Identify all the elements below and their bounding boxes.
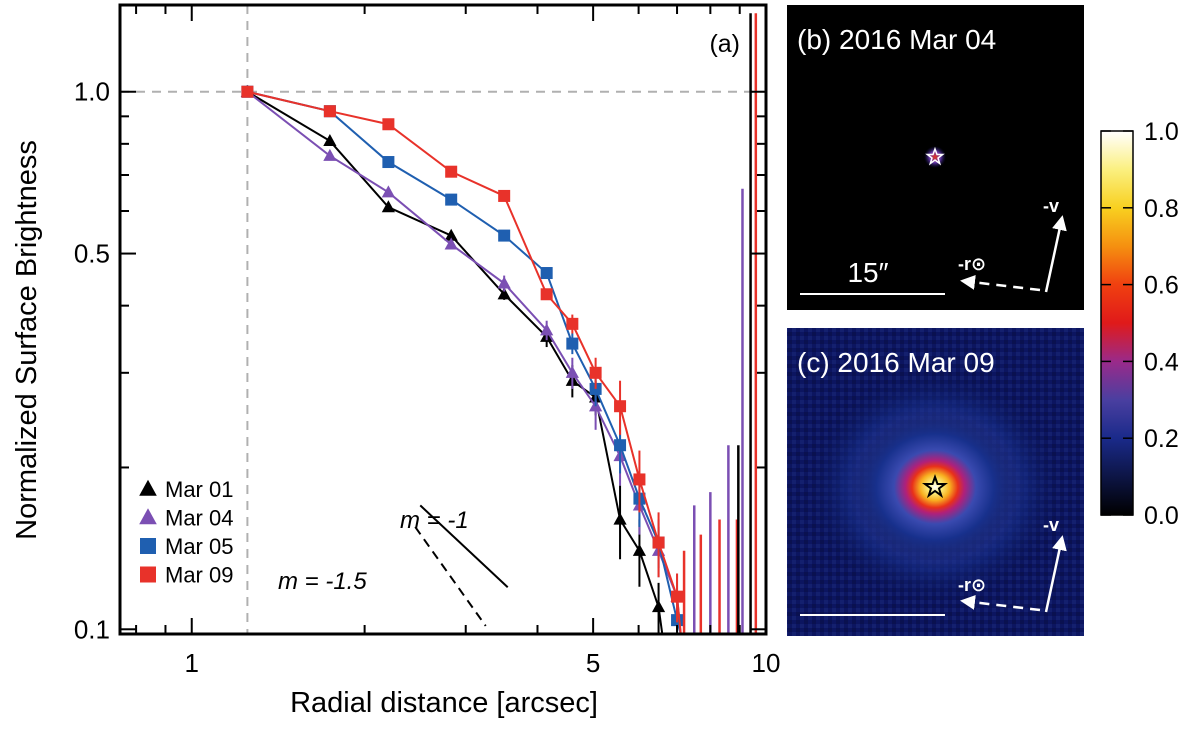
data-point — [140, 538, 156, 554]
data-point — [614, 439, 627, 452]
data-point — [498, 229, 511, 242]
data-point — [323, 105, 336, 118]
legend-label: Mar 05 — [165, 534, 233, 559]
legend: Mar 01 Mar 04 Mar 05 Mar 09 — [139, 477, 233, 588]
slope-guides — [414, 504, 509, 627]
data-point — [540, 323, 554, 336]
series-line — [246, 90, 678, 598]
data-point — [382, 156, 395, 169]
data-point — [444, 237, 458, 250]
legend-label: Mar 01 — [165, 477, 233, 502]
data-point — [140, 566, 156, 583]
slope-label-m1: m = -1 — [400, 507, 469, 534]
y-tick-label: 0.1 — [74, 614, 110, 644]
legend-item: Mar 01 — [139, 477, 233, 502]
data-point — [613, 512, 627, 525]
panel-a-label: (a) — [709, 30, 740, 58]
colorbar: 0.0 0.2 0.4 0.6 0.8 1.0 — [1100, 118, 1179, 530]
data-point — [241, 85, 254, 98]
data-point — [651, 600, 666, 613]
data-point — [381, 200, 395, 213]
data-point — [445, 193, 458, 206]
legend-label: Mar 04 — [165, 506, 233, 531]
colorbar-ticks: 0.0 0.2 0.4 0.6 0.8 1.0 — [1101, 118, 1179, 530]
legend-item: Mar 09 — [140, 563, 233, 588]
panel-c-title: (c) 2016 Mar 09 — [797, 347, 995, 378]
series-mar-05 — [241, 85, 684, 635]
data-point — [498, 189, 511, 202]
data-point — [565, 365, 579, 378]
panel-c-star-marker — [922, 474, 948, 499]
data-point — [589, 366, 602, 379]
data-point — [540, 267, 553, 280]
axis-tick-labels: 1 5 10 0.1 0.5 1.0 — [74, 77, 781, 678]
data-point — [139, 508, 157, 525]
reference-lines — [120, 5, 766, 634]
data-point — [633, 473, 646, 486]
data-point — [139, 479, 157, 496]
panel-b-star-marker — [925, 146, 945, 166]
x-axis-label: Radial distance [arcsec] — [290, 687, 598, 719]
data-point — [566, 337, 579, 350]
series-line — [247, 90, 678, 597]
colorbar-tick-label: 0.6 — [1144, 272, 1179, 300]
panel-c-coma — [853, 413, 1017, 561]
colorbar-tick-label: 0.0 — [1144, 502, 1179, 530]
data-point — [323, 148, 337, 161]
panel-b-scale-label: 15″ — [847, 257, 888, 288]
data-point — [381, 185, 395, 198]
panel-b-source-glow — [924, 146, 946, 168]
panel-b: (b) 2016 Mar 04 15″ -v -r⊙ — [787, 5, 1084, 310]
panel-c: (c) 2016 Mar 09 -v -r⊙ — [787, 328, 1084, 636]
data-point — [323, 134, 337, 147]
y-tick-label: 0.5 — [74, 239, 110, 269]
data-point — [444, 228, 458, 241]
panel-b-title: (b) 2016 Mar 04 — [797, 24, 996, 55]
y-tick-label: 1.0 — [74, 77, 110, 107]
panel-b-v-arrow — [1044, 215, 1067, 293]
panel-c-sun-label: -r⊙ — [958, 575, 986, 595]
data-point — [497, 276, 511, 289]
data-point — [540, 288, 553, 301]
colorbar-tick-label: 0.2 — [1144, 425, 1179, 453]
panel-b-sun-label: -r⊙ — [958, 254, 986, 274]
slope-line-m15 — [414, 526, 487, 627]
series-line — [247, 90, 679, 621]
data-point — [566, 317, 579, 330]
data-point — [632, 543, 647, 556]
panel-c-sun-arrow — [960, 594, 1041, 612]
slope-label-m15: m = -1.5 — [278, 568, 367, 595]
series-layer — [240, 13, 758, 635]
data-point — [614, 400, 627, 413]
data-point — [382, 118, 395, 131]
data-point — [652, 536, 665, 549]
colorbar-gradient — [1100, 130, 1134, 516]
panel-c-v-label: -v — [1043, 515, 1059, 535]
series-mar-09 — [241, 85, 684, 635]
panel-b-v-label: -v — [1043, 196, 1059, 216]
plot-frame — [118, 3, 768, 636]
legend-item: Mar 05 — [140, 534, 233, 559]
panel-b-sun-arrow — [960, 274, 1041, 292]
slope-line-m1 — [419, 504, 509, 588]
panel-c-v-arrow — [1044, 535, 1067, 613]
data-point — [445, 165, 458, 178]
series-mar-04 — [240, 84, 684, 635]
x-tick-label: 1 — [185, 648, 199, 678]
colorbar-tick-label: 0.4 — [1144, 348, 1179, 376]
y-axis-label: Normalized Surface Brightness — [11, 140, 43, 540]
colorbar-tick-label: 1.0 — [1144, 118, 1179, 146]
upper-limit-bars — [682, 13, 758, 634]
x-tick-label: 10 — [752, 648, 781, 678]
x-tick-label: 5 — [586, 648, 600, 678]
legend-label: Mar 09 — [165, 563, 233, 588]
data-point — [671, 590, 684, 603]
panel-a: 1 5 10 0.1 0.5 1.0 (a) Radial distance [arcse… — [11, 3, 781, 719]
axis-ticks — [120, 5, 767, 634]
data-point — [497, 287, 511, 300]
legend-item: Mar 04 — [139, 506, 233, 531]
colorbar-tick-label: 0.8 — [1144, 195, 1179, 223]
